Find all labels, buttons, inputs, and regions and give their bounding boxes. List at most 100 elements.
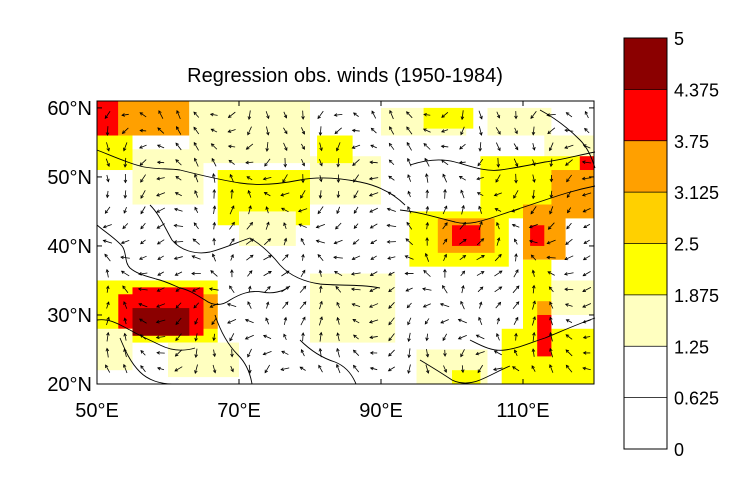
- wind-arrow-399: [229, 333, 235, 342]
- wind-arrow-164: [531, 189, 536, 200]
- wind-arrow-373: [265, 317, 270, 325]
- wind-arrow-230: [212, 237, 216, 246]
- wind-arrow-465: [407, 364, 411, 374]
- wind-arrow-389: [549, 316, 553, 326]
- wind-arrow-123: [301, 174, 305, 184]
- wind-arrow-270: [424, 252, 430, 262]
- wind-arrow-364: [106, 316, 110, 326]
- wind-arrow-1: [121, 113, 129, 117]
- wind-arrow-456: [248, 364, 252, 374]
- wind-arrow-335: [582, 286, 592, 292]
- wind-arrow-5: [193, 111, 200, 118]
- wind-arrow-327: [442, 285, 448, 294]
- wind-arrow-463: [369, 366, 378, 371]
- wind-arrow-242: [425, 237, 429, 246]
- wind-arrow-285: [191, 271, 201, 276]
- wind-arrow-402: [283, 333, 287, 341]
- wind-arrow-62: [210, 143, 218, 150]
- wind-arrow-153: [336, 190, 341, 199]
- heatmap-cell-28: [452, 370, 481, 384]
- wind-arrow-19: [441, 111, 449, 118]
- wind-arrow-114: [140, 174, 146, 183]
- wind-arrow-74: [423, 143, 431, 150]
- wind-arrow-249: [546, 239, 556, 245]
- wind-arrow-184: [386, 207, 396, 212]
- wind-arrow-413: [475, 334, 485, 340]
- wind-arrow-48: [460, 126, 465, 136]
- wind-arrow-288: [247, 270, 253, 277]
- wind-arrow-466: [425, 364, 430, 374]
- wind-arrow-289: [263, 270, 272, 277]
- wind-arrow-390: [565, 319, 573, 323]
- wind-arrow-21: [478, 110, 483, 120]
- coastlines: [96, 109, 596, 385]
- wind-arrow-439: [443, 349, 447, 357]
- wind-arrow-457: [264, 364, 271, 374]
- wind-arrow-298: [423, 269, 431, 277]
- wind-arrow-163: [513, 190, 519, 199]
- wind-arrow-51: [514, 127, 518, 135]
- colorbar-segment-7: [624, 38, 667, 90]
- wind-arrow-435: [369, 351, 378, 355]
- wind-arrow-138: [566, 174, 572, 183]
- wind-arrow-462: [352, 364, 360, 373]
- wind-arrow-422: [140, 349, 146, 356]
- wind-arrow-414: [496, 332, 500, 341]
- heatmap-cell-19: [452, 225, 481, 246]
- wind-arrow-332: [532, 284, 536, 294]
- wind-arrow-321: [335, 285, 342, 293]
- wind-arrow-349: [336, 301, 341, 309]
- wind-arrow-130: [425, 173, 429, 183]
- wind-arrow-113: [123, 174, 128, 184]
- wind-arrow-385: [478, 316, 483, 326]
- wind-arrow-423: [156, 351, 165, 355]
- wind-arrow-33: [193, 126, 200, 135]
- wind-arrow-167: [581, 192, 592, 197]
- wind-arrow-436: [388, 349, 395, 357]
- wind-arrow-104: [458, 160, 466, 165]
- wind-arrow-179: [297, 208, 308, 213]
- wind-arrow-6: [209, 112, 218, 117]
- wind-arrow-403: [301, 332, 305, 342]
- wind-arrow-137: [549, 175, 554, 183]
- wind-arrow-458: [280, 367, 290, 371]
- wind-arrow-430: [281, 350, 289, 355]
- wind-arrow-195: [582, 207, 591, 213]
- wind-arrow-470: [492, 367, 503, 371]
- wind-arrow-352: [388, 302, 395, 309]
- wind-arrow-238: [352, 239, 360, 245]
- wind-arrow-136: [532, 174, 536, 183]
- wind-arrow-170: [140, 206, 146, 215]
- wind-arrow-395: [155, 335, 166, 340]
- wind-arrow-189: [478, 205, 483, 214]
- wind-arrow-31: [157, 127, 165, 134]
- wind-arrow-316: [248, 285, 252, 293]
- wind-arrow-231: [229, 238, 235, 246]
- wind-arrow-453: [194, 364, 198, 374]
- wind-arrow-358: [495, 301, 502, 309]
- wind-arrow-95: [301, 158, 306, 167]
- wind-arrow-27: [584, 110, 589, 119]
- wind-arrow-388: [532, 316, 536, 326]
- wind-arrow-154: [353, 190, 359, 199]
- wind-arrow-381: [407, 317, 412, 326]
- wind-arrow-348: [319, 300, 323, 310]
- wind-arrow-345: [265, 301, 270, 309]
- wind-arrow-166: [566, 190, 572, 199]
- wind-arrow-186: [425, 205, 430, 214]
- wind-arrow-168: [104, 206, 111, 214]
- wind-arrow-280: [105, 268, 110, 278]
- wind-arrow-94: [283, 158, 288, 168]
- wind-arrow-120: [246, 176, 253, 181]
- wind-arrow-200: [173, 223, 184, 228]
- heatmap-cell-11: [423, 107, 474, 129]
- wind-arrow-202: [212, 221, 217, 230]
- colorbar-segment-2: [624, 294, 667, 347]
- wind-arrow-118: [212, 173, 216, 183]
- wind-arrow-433: [336, 347, 340, 358]
- wind-arrow-57: [123, 142, 128, 152]
- heatmap-cell-24: [551, 280, 594, 315]
- wind-arrow-445: [549, 347, 553, 358]
- wind-arrow-273: [476, 255, 485, 261]
